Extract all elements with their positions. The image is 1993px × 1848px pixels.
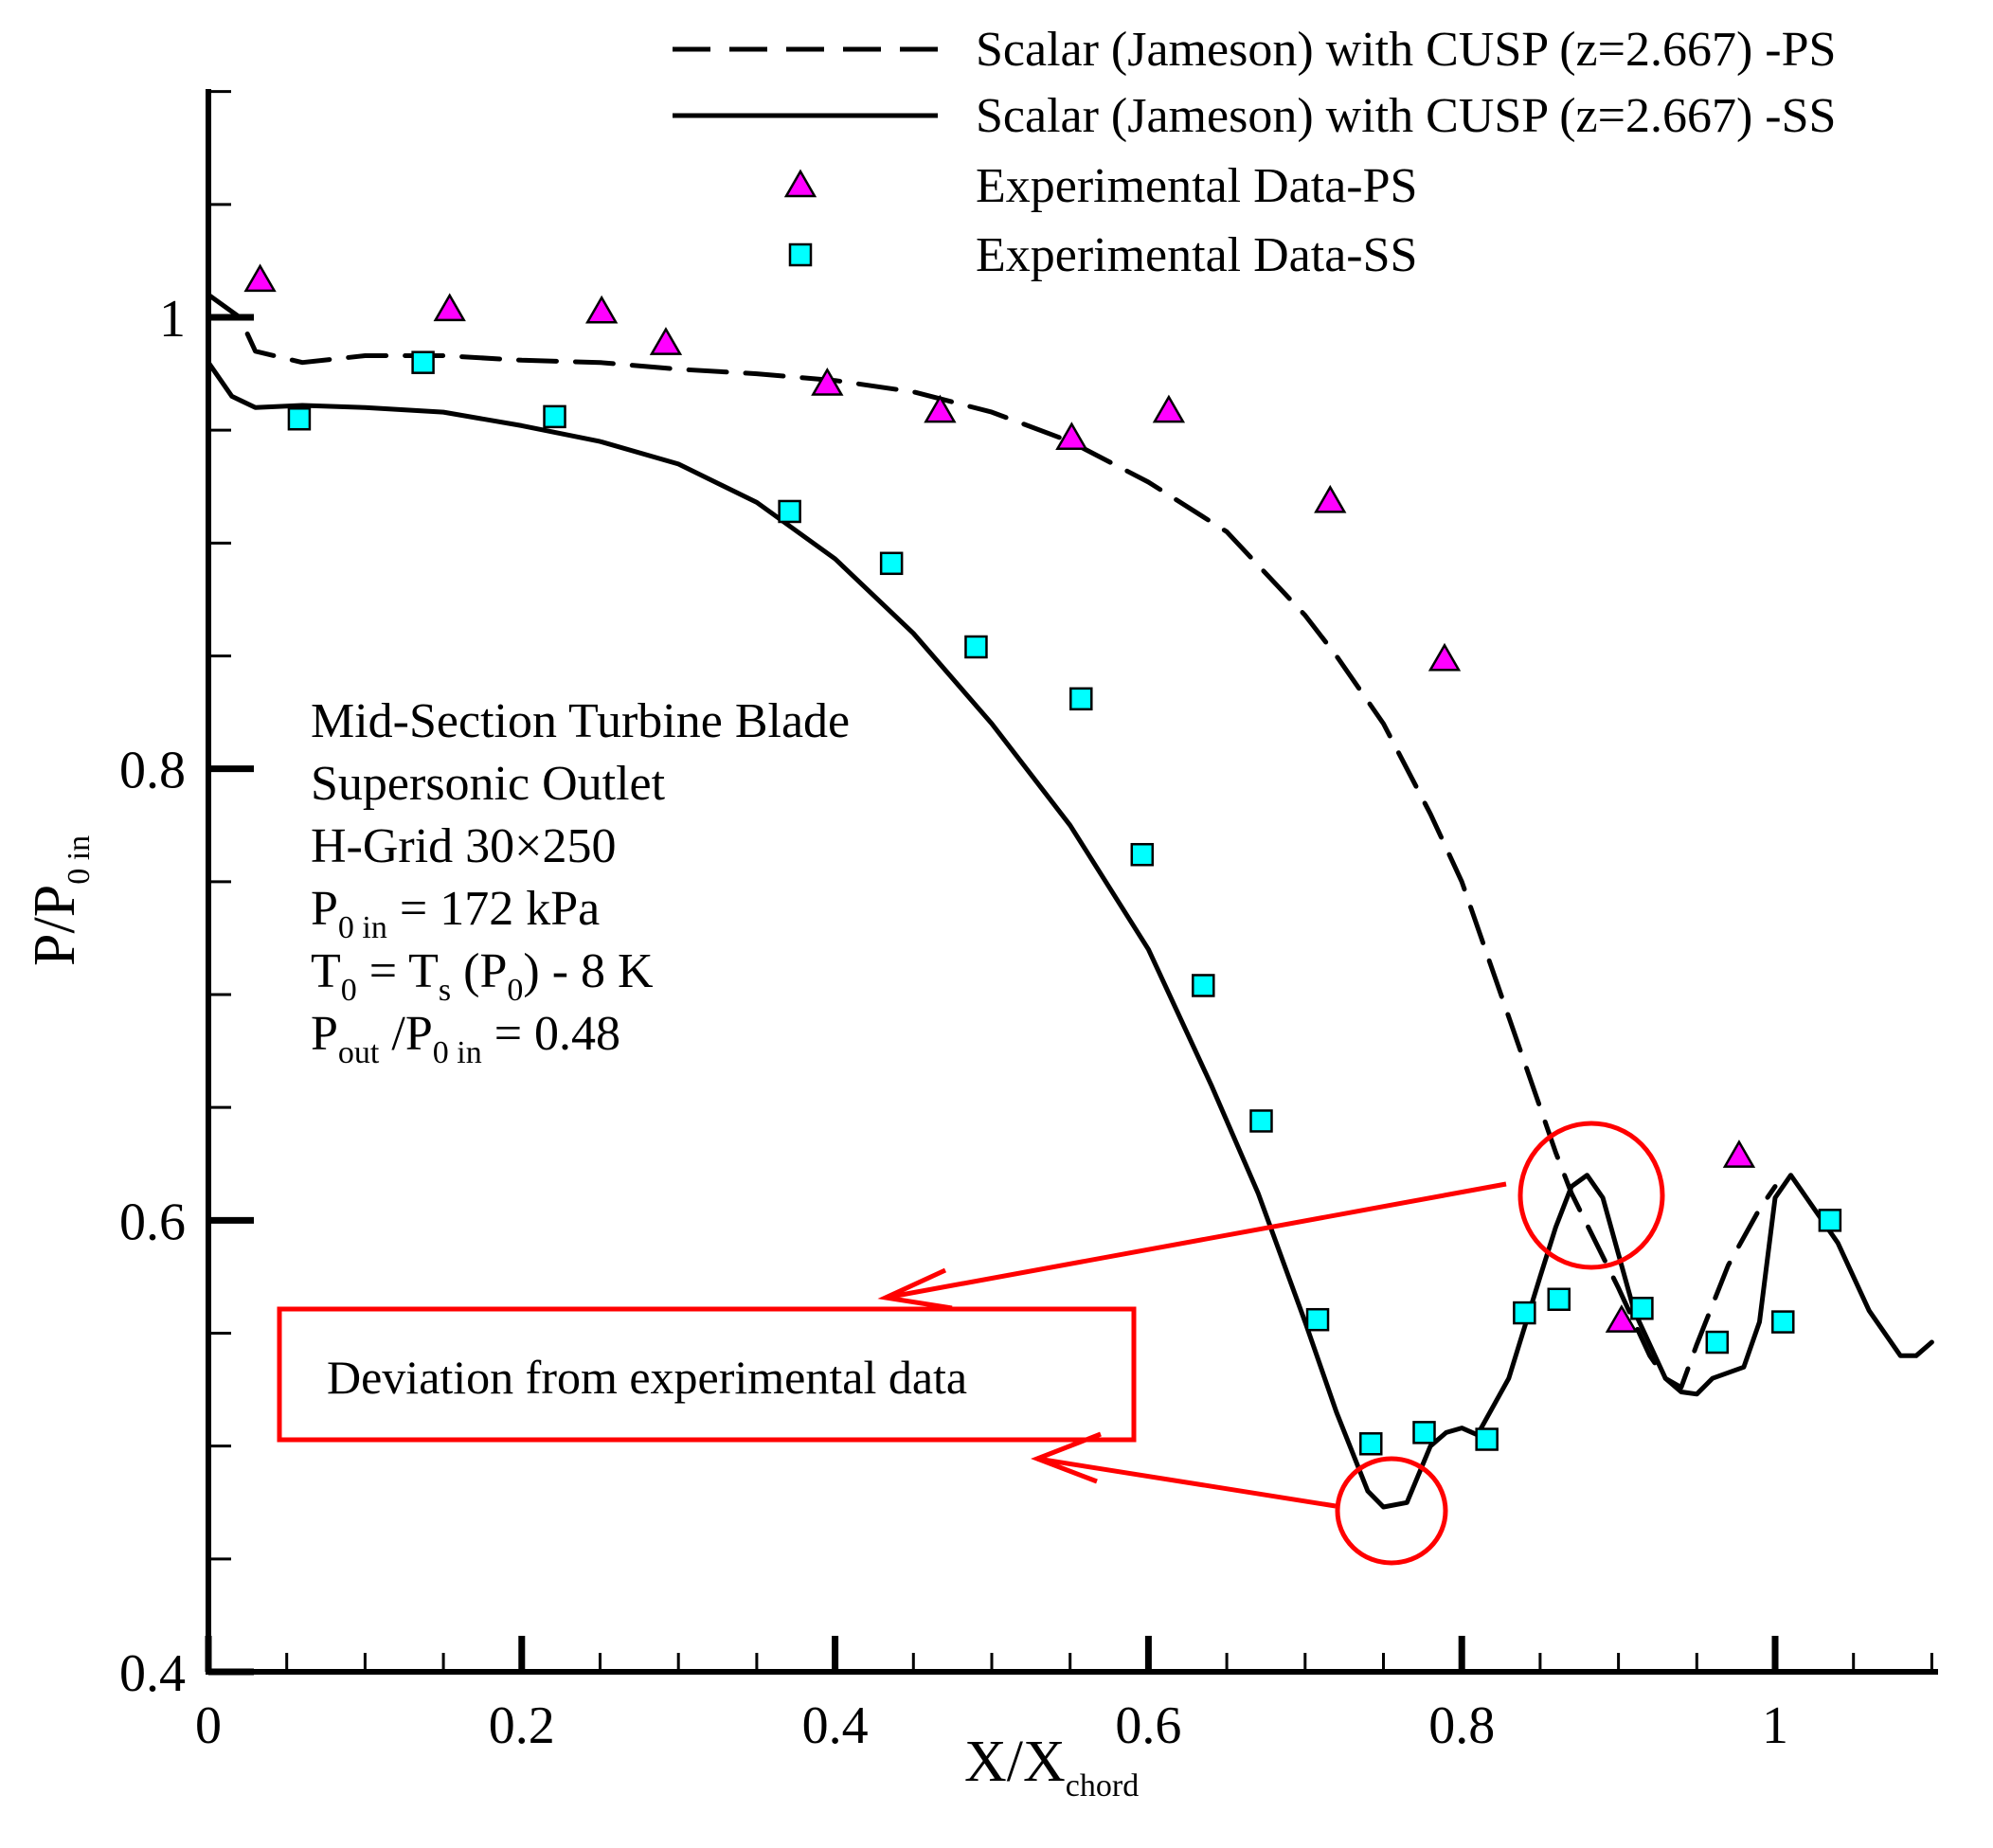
callout-arrow-lower — [1036, 1456, 1337, 1509]
exp-ps-point — [1314, 484, 1347, 513]
exp-ps-point — [1427, 642, 1462, 672]
case-info-inlet-pressure: P0 in = 172 kPa — [311, 882, 600, 945]
ps-dashed-curve — [208, 292, 1778, 1390]
callout-arrowhead-upper — [877, 1267, 953, 1311]
exp-ss-point — [287, 407, 312, 431]
exp-ss-point — [879, 551, 904, 576]
exp-ss-point — [1249, 1109, 1273, 1133]
y-tick-label: 1 — [159, 290, 186, 349]
case-info-pressure-ratio: Pout /P0 in = 0.48 — [311, 1007, 620, 1070]
case-info-line-1: Mid-Section Turbine Blade — [311, 694, 850, 748]
exp-ss-point — [1818, 1209, 1842, 1232]
callout-arrowhead-lower — [1031, 1431, 1102, 1484]
x-axis-title: X/Xchord — [964, 1730, 1139, 1803]
exp-ss-point — [1359, 1432, 1383, 1456]
exp-ss-point — [1547, 1287, 1571, 1311]
y-tick-label: 0.8 — [119, 742, 186, 800]
case-info-total-temperature: T0 = Ts (P0) - 8 K — [311, 944, 654, 1008]
x-tick-label: 0.2 — [489, 1696, 555, 1755]
exp-ss-point — [778, 499, 801, 524]
legend-ps-line-label: Scalar (Jameson) with CUSP (z=2.667) -PS — [976, 23, 1836, 77]
x-tick-label: 0.8 — [1428, 1696, 1495, 1755]
axis-ticks: 0 0.2 0.4 0.6 0.8 1 0.4 0.6 0.8 1 — [119, 90, 1933, 1755]
exp-ss-point — [1630, 1297, 1654, 1320]
case-info-line-2: Supersonic Outlet — [311, 757, 666, 811]
ss-solid-curve — [208, 360, 1934, 1510]
exp-ps-point — [649, 327, 683, 355]
x-tick-label: 0.4 — [802, 1696, 869, 1755]
case-info-line-3: H-Grid 30×250 — [311, 819, 617, 873]
exp-ss-point — [543, 404, 566, 429]
legend-square-marker — [788, 242, 813, 267]
exp-ps-point — [1722, 1139, 1756, 1168]
exp-ss-point — [1705, 1330, 1730, 1355]
y-axis-title: P/P0 in — [23, 835, 97, 966]
exp-ss-point — [1771, 1310, 1795, 1334]
callout-label: Deviation from experimental data — [327, 1351, 967, 1404]
exp-ss-point — [1412, 1421, 1436, 1444]
y-tick-label: 0.6 — [119, 1193, 186, 1251]
exp-ss-point — [1069, 687, 1093, 711]
exp-ss-point — [1513, 1301, 1536, 1325]
legend-exp-ps-label: Experimental Data-PS — [976, 159, 1417, 213]
exp-ps-point — [924, 394, 957, 423]
exp-ss-point — [1475, 1427, 1499, 1451]
callout-box — [277, 1306, 1137, 1443]
callout-arrow-upper — [885, 1181, 1507, 1301]
case-info-block: Mid-Section Turbine Blade Supersonic Out… — [311, 694, 850, 1070]
deviation-callout: Deviation from experimental data — [277, 1121, 1665, 1566]
legend-ss-line-label: Scalar (Jameson) with CUSP (z=2.667) -SS — [976, 89, 1836, 143]
exp-ss-point — [1130, 842, 1155, 867]
x-tick-label: 0 — [195, 1696, 222, 1755]
exp-ss-point — [964, 635, 988, 659]
exp-ss-point — [1305, 1307, 1330, 1332]
exp-ps-point — [243, 263, 277, 293]
exp-ss-point — [411, 350, 435, 374]
exp-ps-point — [1055, 422, 1088, 450]
exp-ps-point — [584, 295, 619, 324]
callout-circle-peak — [1517, 1121, 1665, 1270]
exp-ps-point — [811, 367, 844, 396]
exp-ps-point — [1605, 1304, 1639, 1333]
plot-area — [208, 263, 1934, 1510]
exp-ps-point — [433, 293, 466, 322]
exp-ps-point — [1152, 394, 1186, 423]
legend-exp-ss-label: Experimental Data-SS — [976, 228, 1417, 282]
exp-ss-point — [1192, 974, 1215, 997]
x-tick-label: 0.6 — [1115, 1696, 1181, 1755]
legend: Scalar (Jameson) with CUSP (z=2.667) -PS… — [673, 23, 1836, 282]
legend-triangle-marker — [783, 169, 817, 198]
y-tick-label: 0.4 — [119, 1644, 186, 1703]
callout-circle-trough — [1335, 1456, 1448, 1566]
x-tick-label: 1 — [1762, 1696, 1788, 1755]
